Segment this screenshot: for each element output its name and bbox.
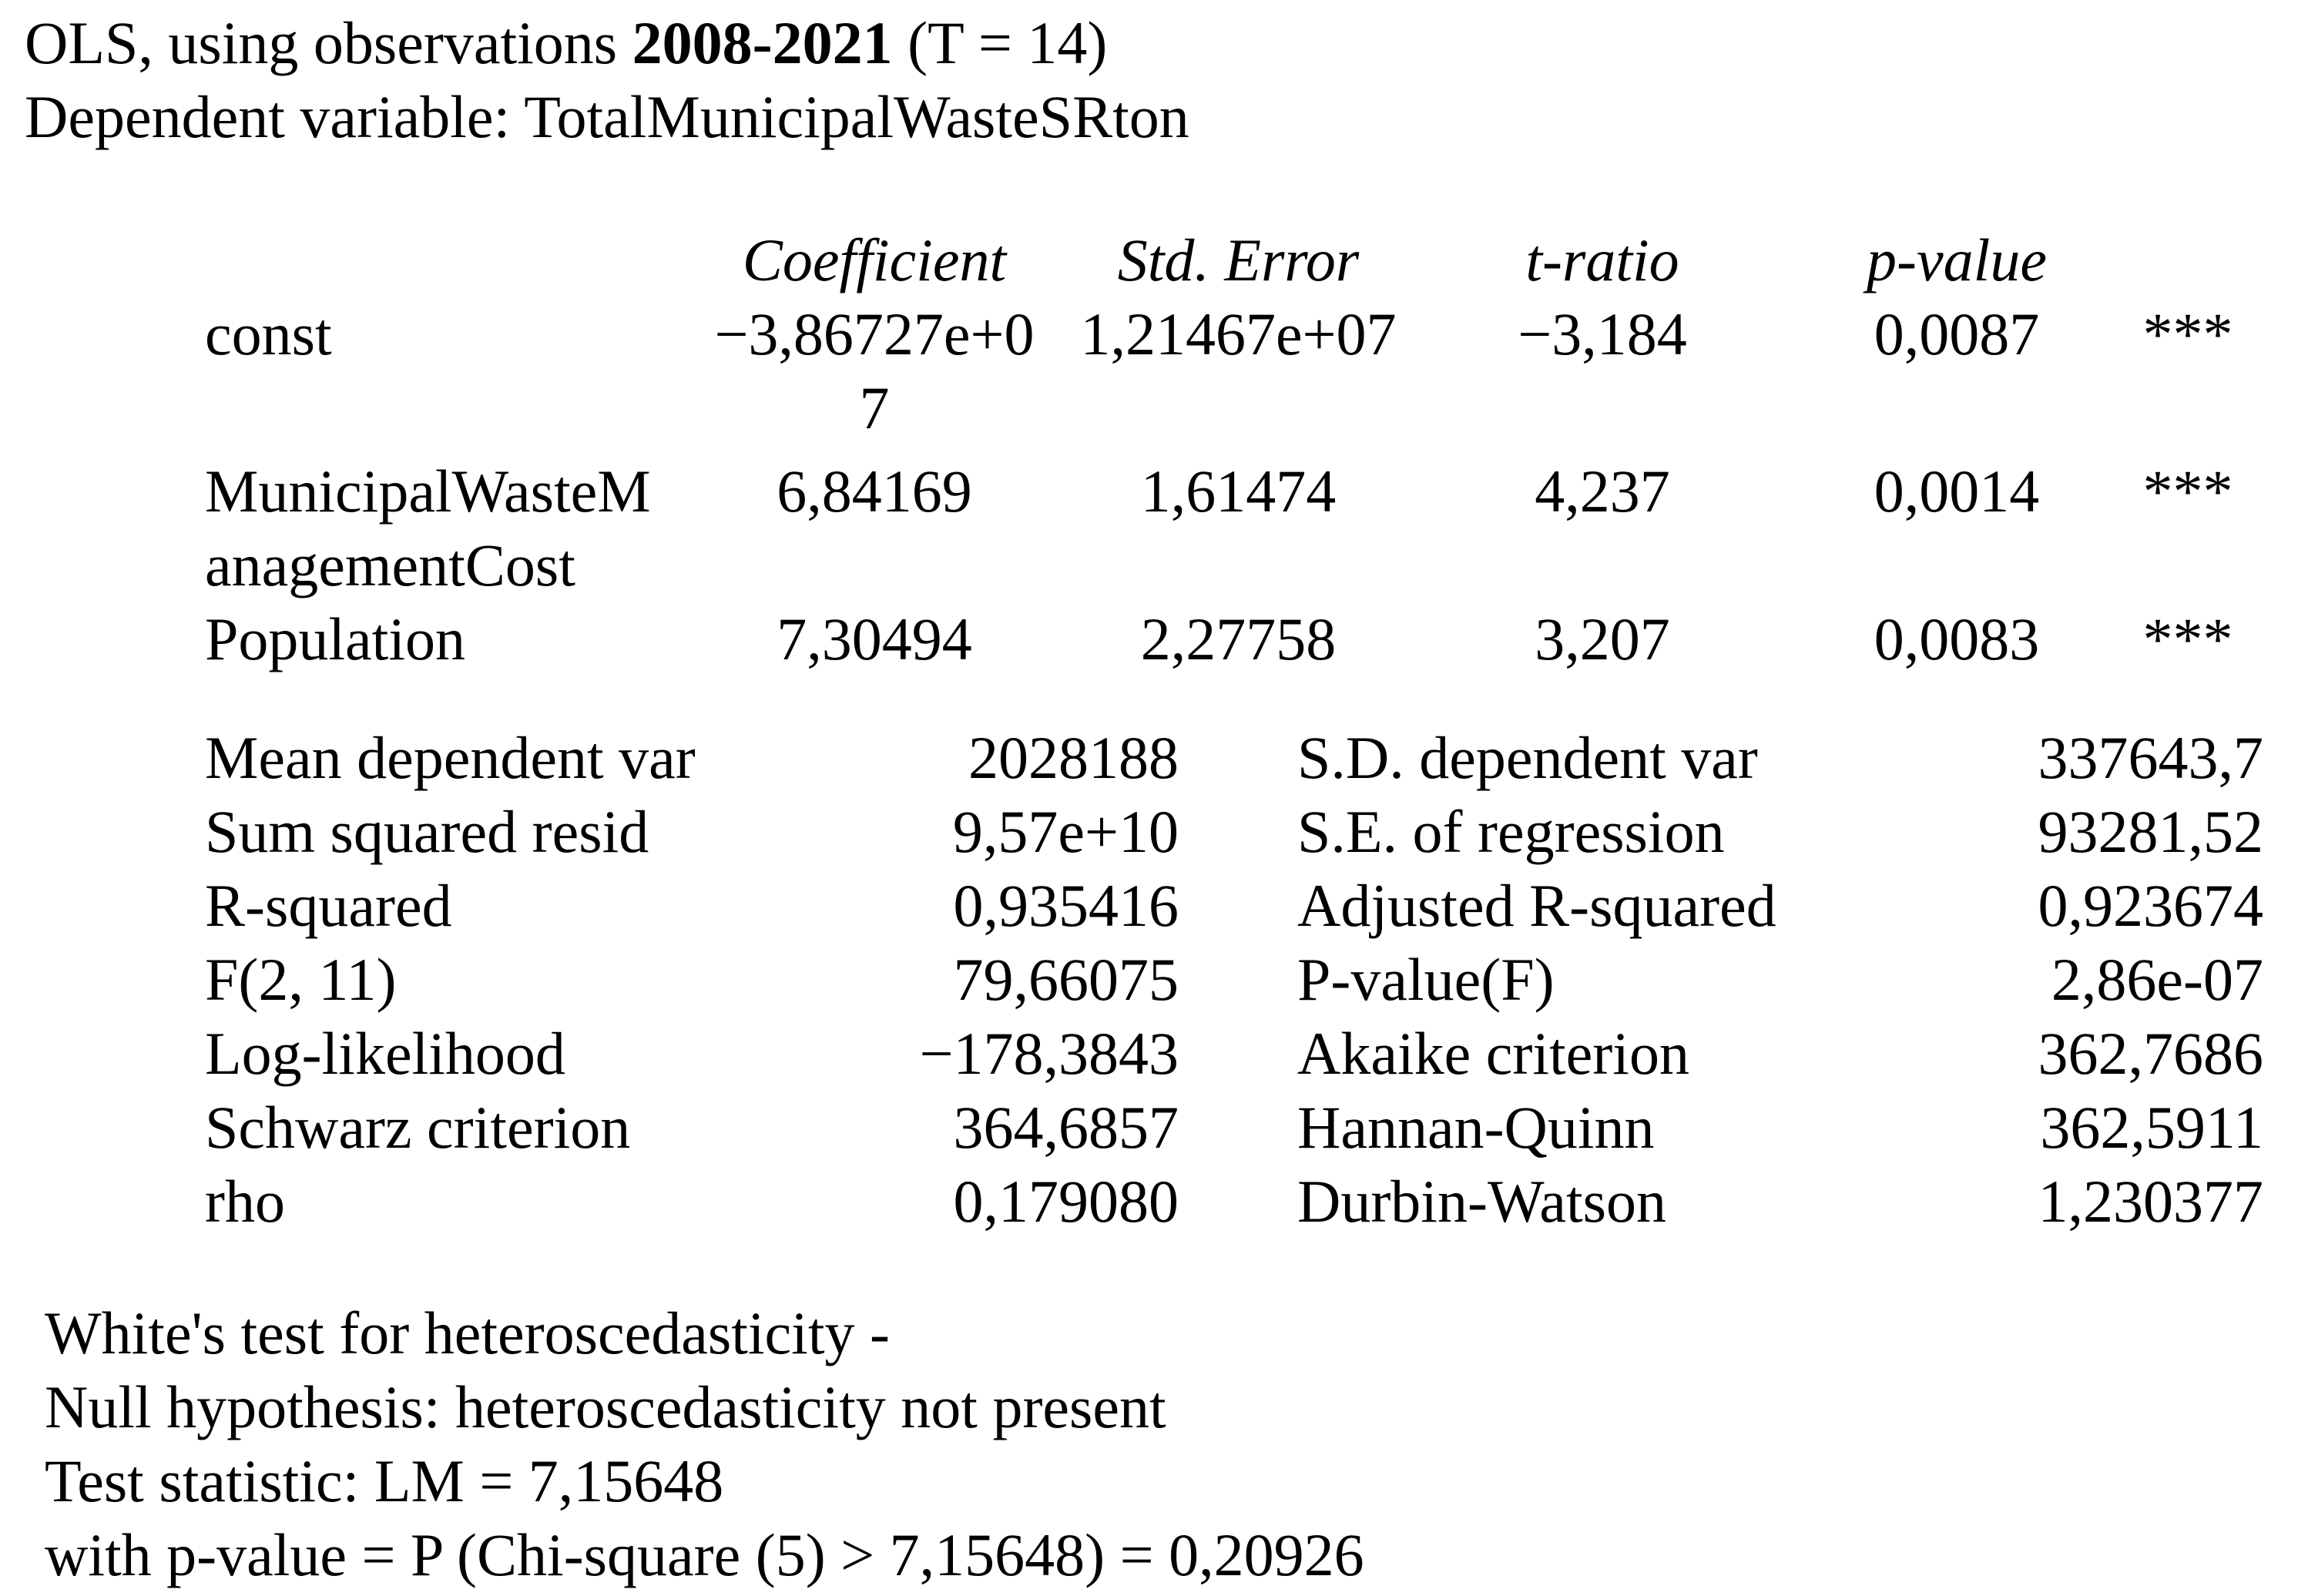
variable-name: const [205,297,693,445]
significance-stars: *** [2142,300,2233,367]
variable-name-line: Population [205,605,466,672]
p-value-value: 0,0087 [1874,300,2040,367]
stat-value: 0,923674 [2038,872,2264,939]
stat-value: 93281,52 [2038,798,2264,865]
std-error-value: 1,21467e+07 [1080,300,1397,367]
header-significance-column [2130,223,2246,297]
stats-column-spacer [1179,1017,1297,1091]
header-t-ratio: t-ratio [1525,226,1679,293]
stats-row: Mean dependent var 2028188 S.D. dependen… [205,721,2263,795]
stat-label: Schwarz criterion [205,1094,631,1161]
summary-statistics-table: Mean dependent var 2028188 S.D. dependen… [205,721,2263,1239]
significance-stars: *** [2142,605,2233,672]
p-value-value: 0,0014 [1874,458,2040,525]
coefficient-table-header-row: Coefficient Std. Error t-ratio p-value [205,223,2246,297]
variable-name-line: const [205,300,332,367]
stat-label: Mean dependent var [205,724,696,791]
stat-value: −178,3843 [919,1020,1179,1087]
coefficient-value-line: 6,84169 [777,458,972,525]
coefficient-value-line: 7,30494 [777,605,972,672]
stats-column-spacer [1179,869,1297,943]
white-test-null-hypothesis: Null hypothesis: heteroscedasticity not … [45,1373,1166,1440]
stat-value: 2,86e-07 [2051,946,2263,1013]
header-p-value: p-value [1867,226,2047,293]
stats-column-spacer [1179,1165,1297,1239]
stats-row: Schwarz criterion 364,6857 Hannan-Quinn … [205,1091,2263,1165]
stats-row: rho 0,179080 Durbin-Watson 1,230377 [205,1165,2263,1239]
coefficient-value: 6,84169 [693,454,1055,602]
header-variable-column [205,223,693,297]
stat-value: 9,57e+10 [952,798,1179,865]
coefficient-value: 7,30494 [693,602,1055,676]
stat-value: 0,935416 [953,872,1179,939]
header-coefficient: Coefficient [742,226,1007,293]
stats-row: Sum squared resid 9,57e+10 S.E. of regre… [205,795,2263,869]
observation-range: 2008-2021 [632,9,893,76]
header-std-error: Std. Error [1117,226,1360,293]
stat-label: Durbin-Watson [1297,1168,1666,1235]
p-value-value: 0,0083 [1874,605,2040,672]
stat-label: S.D. dependent var [1297,724,1758,791]
variable-name: MunicipalWasteM anagementCost [205,454,693,602]
observations-text: OLS, using observations [25,9,632,76]
std-error-value: 1,61474 [1140,458,1337,525]
table-row-population: Population 7,30494 2,27758 3,207 0,0083 … [205,602,2246,676]
stats-row: R-squared 0,935416 Adjusted R-squared 0,… [205,869,2263,943]
dependent-variable-line: Dependent variable: TotalMunicipalWasteS… [25,83,1189,150]
coefficient-value-line: 7 [859,374,890,441]
stat-value: 337643,7 [2038,724,2264,791]
stats-column-spacer [1179,795,1297,869]
model-header-line1: OLS, using observations 2008-2021 (T = 1… [25,6,1189,80]
white-test-statistic: Test statistic: LM = 7,15648 [45,1447,724,1514]
white-test-block: White's test for heteroscedasticity - Nu… [45,1296,1364,1592]
stat-value: 362,5911 [2040,1094,2263,1161]
stat-label: rho [205,1168,285,1235]
t-ratio-value: 4,237 [1535,458,1670,525]
stat-label: Log-likelihood [205,1020,565,1087]
coefficient-table: Coefficient Std. Error t-ratio p-value c… [205,223,2246,676]
table-row-municipal-waste-management-cost: MunicipalWasteM anagementCost 6,84169 1,6… [205,454,2246,602]
stat-value: 364,6857 [953,1094,1179,1161]
stat-value: 0,179080 [953,1168,1179,1235]
stat-value: 1,230377 [2038,1168,2264,1235]
t-ratio-value: −3,184 [1518,300,1687,367]
stats-column-spacer [1179,1091,1297,1165]
t-ratio-value: 3,207 [1535,605,1670,672]
white-test-title: White's test for heteroscedasticity - [45,1299,890,1366]
stats-column-spacer [1179,721,1297,795]
variable-name-line: anagementCost [205,531,575,598]
variable-name: Population [205,602,693,676]
stat-label: F(2, 11) [205,946,397,1013]
stat-label: P-value(F) [1297,946,1555,1013]
table-row-const: const −3,86727e+0 7 1,21467e+07 −3,184 0,… [205,297,2246,445]
stat-label: Adjusted R-squared [1297,872,1776,939]
white-test-p-value: with p-value = P (Chi-square (5) > 7,156… [45,1521,1364,1588]
stats-row: F(2, 11) 79,66075 P-value(F) 2,86e-07 [205,943,2263,1017]
coefficient-value-line: −3,86727e+0 [714,300,1035,367]
stat-value: 2028188 [968,724,1179,791]
coefficient-value: −3,86727e+0 7 [693,297,1055,445]
model-header: OLS, using observations 2008-2021 (T = 1… [25,6,1189,154]
stats-row: Log-likelihood −178,3843 Akaike criterio… [205,1017,2263,1091]
stat-label: Akaike criterion [1297,1020,1689,1087]
std-error-value: 2,27758 [1140,605,1337,672]
stats-column-spacer [1179,943,1297,1017]
stat-label: Hannan-Quinn [1297,1094,1655,1161]
stat-value: 79,66075 [953,946,1179,1013]
sample-size-text: (T = 14) [892,9,1108,76]
stat-value: 362,7686 [2038,1020,2264,1087]
variable-name-line: MunicipalWasteM [205,458,651,525]
stat-label: S.E. of regression [1297,798,1725,865]
stat-label: R-squared [205,872,452,939]
stat-label: Sum squared resid [205,798,649,865]
significance-stars: *** [2142,458,2233,525]
